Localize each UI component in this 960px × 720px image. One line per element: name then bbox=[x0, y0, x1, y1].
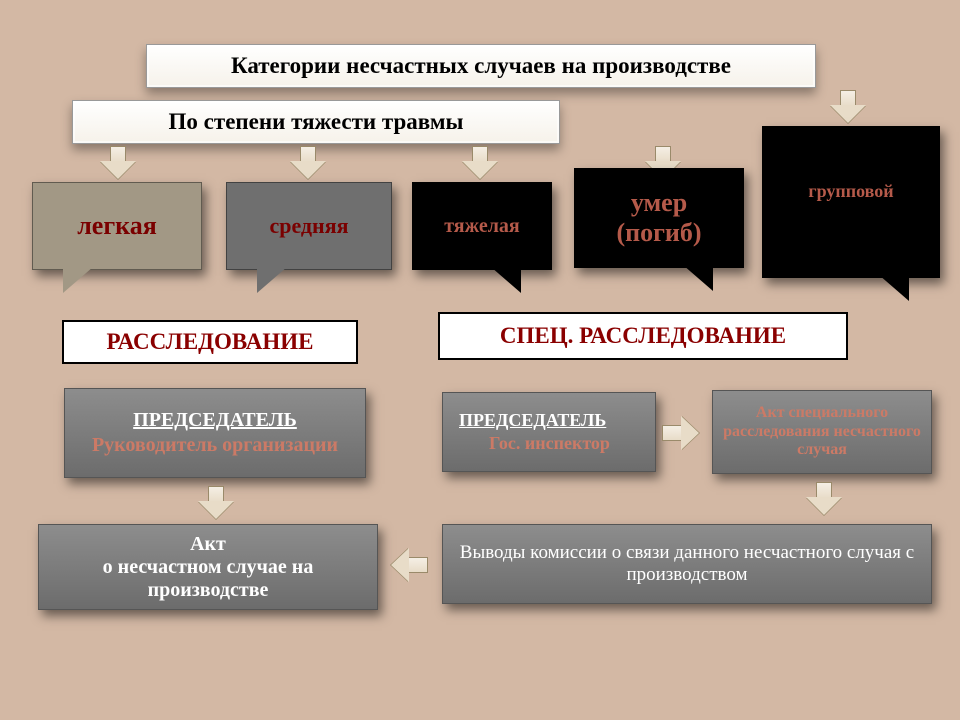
investigation-left-label: РАССЛЕДОВАНИЕ bbox=[106, 329, 313, 355]
severity-heavy-label: тяжелая bbox=[444, 215, 520, 238]
arrow-chair-to-act bbox=[662, 416, 702, 450]
chair-left-sub: Руководитель организации bbox=[92, 434, 338, 457]
severity-medium-label: средняя bbox=[269, 213, 348, 238]
act-final: Акт о несчастном случае на производстве bbox=[38, 524, 378, 610]
conclusions: Выводы комиссии о связи данного несчастн… bbox=[442, 524, 932, 604]
diagram-canvas: Категории несчастных случаев на производ… bbox=[0, 0, 960, 720]
act-final-title: Акт bbox=[190, 533, 226, 556]
investigation-right: СПЕЦ. РАССЛЕДОВАНИЕ bbox=[438, 312, 848, 360]
arrow-sub-3 bbox=[462, 146, 498, 180]
investigation-right-label: СПЕЦ. РАССЛЕДОВАНИЕ bbox=[500, 323, 786, 349]
act-special: Акт специального расследования несчастно… bbox=[712, 390, 932, 474]
arrow-title-to-group bbox=[830, 90, 866, 124]
arrow-chair-left-down bbox=[198, 486, 234, 520]
severity-light-label: легкая bbox=[77, 211, 157, 241]
severity-death: умер (погиб) bbox=[574, 168, 744, 268]
title-box: Категории несчастных случаев на производ… bbox=[146, 44, 816, 88]
chair-left-title: ПРЕДСЕДАТЕЛЬ bbox=[133, 409, 297, 432]
act-special-text: Акт специального расследования несчастно… bbox=[723, 404, 921, 459]
chair-right-sub: Гос. инспектор bbox=[459, 433, 610, 454]
arrow-sub-2 bbox=[290, 146, 326, 180]
subtitle-text: По степени тяжести травмы bbox=[169, 109, 464, 135]
severity-group: групповой bbox=[762, 126, 940, 278]
severity-death-label: умер (погиб) bbox=[616, 188, 701, 248]
title-text: Категории несчастных случаев на производ… bbox=[231, 53, 731, 79]
severity-medium: средняя bbox=[226, 182, 392, 270]
severity-group-label: групповой bbox=[808, 181, 893, 202]
act-final-sub: о несчастном случае на производстве bbox=[49, 556, 367, 602]
arrow-sub-1 bbox=[100, 146, 136, 180]
investigation-left: РАССЛЕДОВАНИЕ bbox=[62, 320, 358, 364]
chair-left: ПРЕДСЕДАТЕЛЬ Руководитель организации bbox=[64, 388, 366, 478]
chair-right-title: ПРЕДСЕДАТЕЛЬ bbox=[459, 410, 606, 431]
arrow-act-special-down bbox=[806, 482, 842, 516]
severity-heavy: тяжелая bbox=[412, 182, 552, 270]
conclusions-text: Выводы комиссии о связи данного несчастн… bbox=[453, 542, 921, 586]
arrow-conclusions-left bbox=[388, 548, 428, 582]
severity-light: легкая bbox=[32, 182, 202, 270]
chair-right: ПРЕДСЕДАТЕЛЬ Гос. инспектор bbox=[442, 392, 656, 472]
subtitle-box: По степени тяжести травмы bbox=[72, 100, 560, 144]
